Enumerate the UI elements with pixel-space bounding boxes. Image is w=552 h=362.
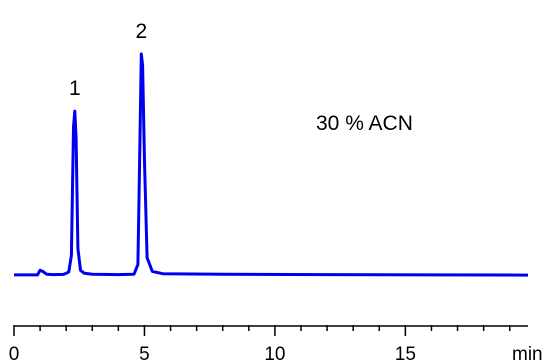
x-tick-label: 0 [9, 344, 20, 362]
x-axis-ticks: 0 5 10 15 [9, 325, 510, 362]
x-tick-label: 5 [139, 344, 150, 362]
plot-area [14, 54, 528, 275]
peak-label-1: 1 [69, 77, 81, 100]
x-axis-unit-label: min [512, 344, 543, 362]
peak-labels: 12 [69, 20, 147, 100]
x-tick-label: 10 [264, 344, 285, 362]
chromatogram-trace-0 [14, 54, 528, 275]
x-tick-label: 15 [395, 344, 416, 362]
mobile-phase-annotation: 30 % ACN [316, 112, 413, 135]
peak-label-2: 2 [135, 20, 147, 43]
